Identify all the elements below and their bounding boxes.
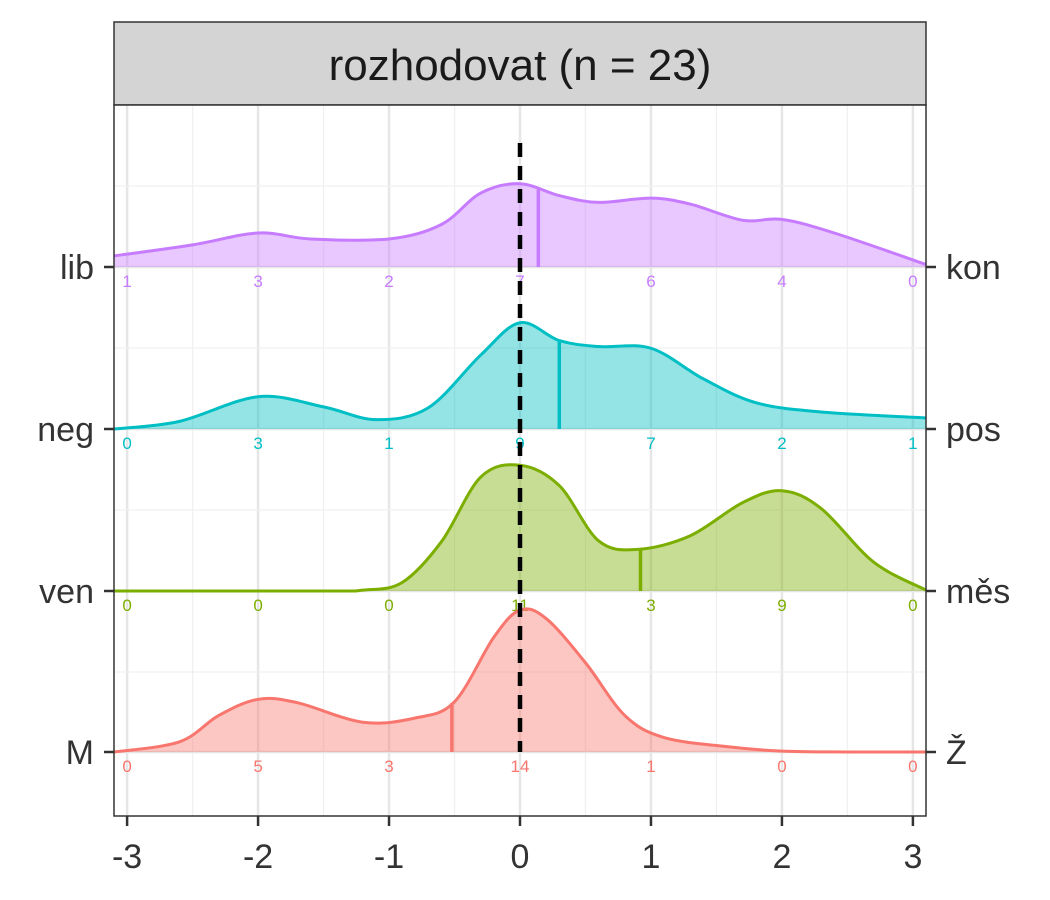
count-label: 0 <box>122 757 131 776</box>
y-label-right: kon <box>946 249 1001 287</box>
count-label: 1 <box>646 757 655 776</box>
y-label-left: M <box>66 734 94 772</box>
count-label: 0 <box>384 596 393 615</box>
count-label: 0 <box>253 596 262 615</box>
count-label: 4 <box>777 272 786 291</box>
ridge-line <box>113 607 927 754</box>
y-label-left: neg <box>37 411 94 449</box>
y-label-right: měs <box>946 573 1010 611</box>
y-label-right: Ž <box>946 734 967 772</box>
ridge-line <box>113 182 927 266</box>
ridge-line <box>113 463 927 593</box>
count-label: 2 <box>777 434 786 453</box>
count-label: 0 <box>122 434 131 453</box>
count-label: 0 <box>777 757 786 776</box>
count-label: 0 <box>908 757 917 776</box>
x-tick-label: -1 <box>374 838 404 876</box>
ridge-line <box>113 321 927 431</box>
x-tick-label: 2 <box>772 838 791 876</box>
count-label: 6 <box>646 272 655 291</box>
facet-strip <box>113 21 927 106</box>
count-label: 5 <box>253 757 262 776</box>
ridge-ven: 00011390 <box>113 463 927 615</box>
count-label: 1 <box>384 434 393 453</box>
facet-strip-title: rozhodovat (n = 23) <box>329 41 712 90</box>
count-label: 1 <box>122 272 131 291</box>
count-label: 3 <box>646 596 655 615</box>
count-label: 9 <box>777 596 786 615</box>
x-tick-label: -3 <box>112 838 142 876</box>
ridge-area <box>114 464 926 592</box>
count-label: 3 <box>384 757 393 776</box>
axes: -3 -2 -1 0 1 2 3 lib kon neg pos ven měs M Ž <box>37 249 1010 876</box>
count-label: 3 <box>253 434 262 453</box>
x-tick-label: 0 <box>511 838 530 876</box>
count-label: 3 <box>253 272 262 291</box>
x-tick-label: 3 <box>903 838 922 876</box>
count-label: 2 <box>384 272 393 291</box>
count-label: 1 <box>908 434 917 453</box>
count-label: 0 <box>908 272 917 291</box>
y-label-left: lib <box>60 249 94 287</box>
x-tick-label: -2 <box>243 838 273 876</box>
x-tick-label: 1 <box>642 838 661 876</box>
count-label: 0 <box>908 596 917 615</box>
y-label-right: pos <box>946 411 1001 449</box>
count-label: 7 <box>646 434 655 453</box>
count-label: 0 <box>122 596 131 615</box>
y-label-left: ven <box>39 573 94 611</box>
count-label: 14 <box>511 757 530 776</box>
